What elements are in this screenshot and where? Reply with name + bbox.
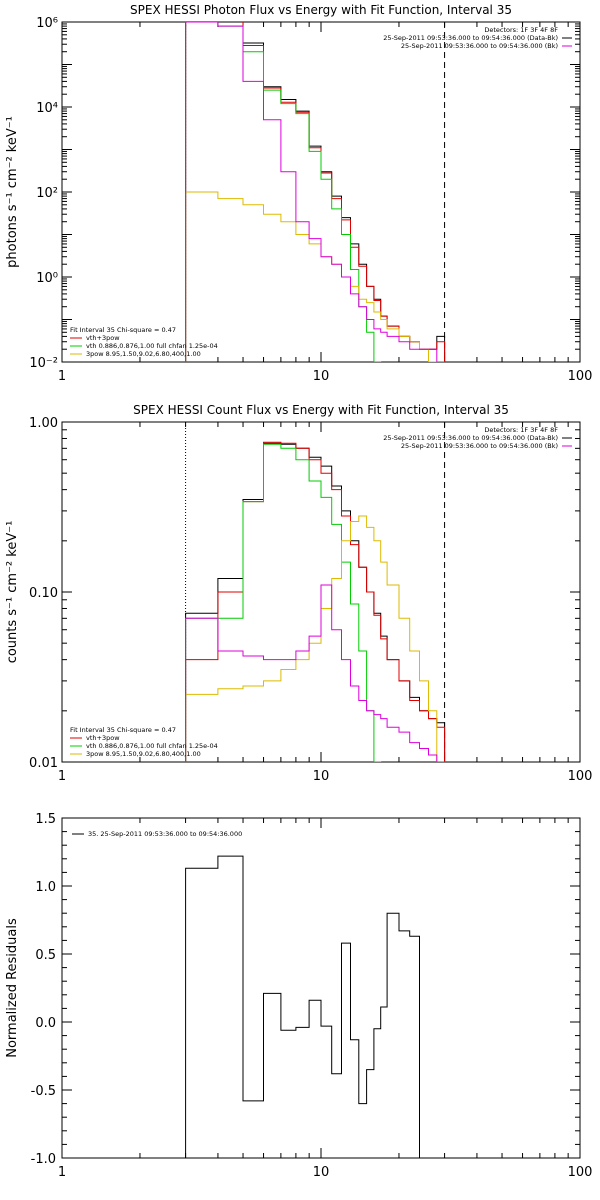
legend-text: 35. 25-Sep-2011 09:53:36.000 to 09:54:36… <box>88 830 242 838</box>
series-group <box>185 855 420 1158</box>
series-vth <box>185 443 382 762</box>
plot-frame <box>61 817 581 1159</box>
series-data-bk <box>185 442 446 762</box>
series-3pow <box>185 191 438 362</box>
legend-fit-text: 3pow 8.95,1.50,9.02,6.80,400,1.00 <box>86 750 201 758</box>
x-tick-label: 1 <box>58 769 66 784</box>
series-vth <box>185 22 382 362</box>
y-tick-label: 1.5 <box>35 812 56 827</box>
x-tick-label: 10 <box>313 769 330 784</box>
y-tick-label: -0.5 <box>31 1084 56 1099</box>
legend-top-right-text: Detectors: 1F 3F 4F 8F <box>484 426 558 434</box>
chart-title: SPEX HESSI Count Flux vs Energy with Fit… <box>133 403 509 417</box>
legend-top-right-text: 25-Sep-2011 09:53:36.000 to 09:54:36.000… <box>383 34 558 42</box>
series-vth-3pow <box>185 22 446 362</box>
y-tick-label: -1.0 <box>31 1152 56 1167</box>
series-bk <box>185 584 446 762</box>
legend-top-right-text: Detectors: 1F 3F 4F 8F <box>484 26 558 34</box>
y-axis-label: photons s⁻¹ cm⁻² keV⁻¹ <box>5 116 20 268</box>
legend-fit-text: 3pow 8.95,1.50,9.02,6.80,400,1.00 <box>86 350 201 358</box>
legend-fit-text: vth 0.886,0.876,1.00 full chfan 1.25e-04 <box>86 342 218 350</box>
series-group <box>185 22 446 362</box>
series-bk <box>185 22 446 362</box>
plot-frame <box>61 21 581 363</box>
legend-fit-text: vth+3pow <box>86 734 120 742</box>
series-vth-3pow <box>185 441 446 762</box>
legend-fit-text: vth+3pow <box>86 334 120 342</box>
y-axis-label: counts s⁻¹ cm⁻² keV⁻¹ <box>5 521 20 664</box>
chart-panel-2: SPEX HESSI Count Flux vs Energy with Fit… <box>5 403 592 784</box>
chart-panel-1: SPEX HESSI Photon Flux vs Energy with Fi… <box>5 3 592 384</box>
x-tick-label: 1 <box>58 1165 66 1180</box>
x-tick-label: 1 <box>58 369 66 384</box>
series-3pow <box>185 515 446 762</box>
x-tick-label: 100 <box>568 1165 593 1180</box>
y-tick-label: 1.0 <box>35 880 56 895</box>
legend-top-right-text: 25-Sep-2011 09:53:36.000 to 09:54:36.000… <box>401 442 558 450</box>
y-tick-label: 10⁰ <box>36 271 58 286</box>
legend-top-right-text: 25-Sep-2011 09:53:36.000 to 09:54:36.000… <box>383 434 558 442</box>
legend-fit-header: Fit Interval 35 Chi-square = 0.47 <box>70 726 176 734</box>
legend-fit-text: vth 0.886,0.876,1.00 full chfan 1.25e-04 <box>86 742 218 750</box>
legend-top-right-text: 25-Sep-2011 09:53:36.000 to 09:54:36.000… <box>401 42 558 50</box>
y-tick-label: 10⁻² <box>29 356 58 371</box>
chart-title: SPEX HESSI Photon Flux vs Energy with Fi… <box>130 3 512 17</box>
x-tick-label: 10 <box>313 369 330 384</box>
x-tick-label: 10 <box>313 1165 330 1180</box>
x-tick-label: 100 <box>568 369 593 384</box>
y-tick-label: 0.0 <box>35 1016 56 1031</box>
series-residuals <box>185 855 420 1158</box>
series-data-bk <box>185 22 446 362</box>
y-axis-label: Normalized Residuals <box>5 918 20 1058</box>
series-group <box>185 441 446 762</box>
y-tick-label: 10² <box>36 186 58 201</box>
y-tick-label: 10⁶ <box>36 16 58 31</box>
legend-fit-header: Fit Interval 35 Chi-square = 0.47 <box>70 326 176 334</box>
y-tick-label: 10⁴ <box>36 101 58 116</box>
y-tick-label: 0.01 <box>29 756 58 771</box>
y-tick-label: 0.5 <box>35 948 56 963</box>
chart-panel-3: 1 10 100 -1.0 -0.5 0.0 0.5 1.0 1.5 Normalized Res… <box>5 812 592 1180</box>
x-tick-label: 100 <box>568 769 593 784</box>
y-tick-label: 1.00 <box>29 416 58 431</box>
y-tick-label: 0.10 <box>29 586 58 601</box>
